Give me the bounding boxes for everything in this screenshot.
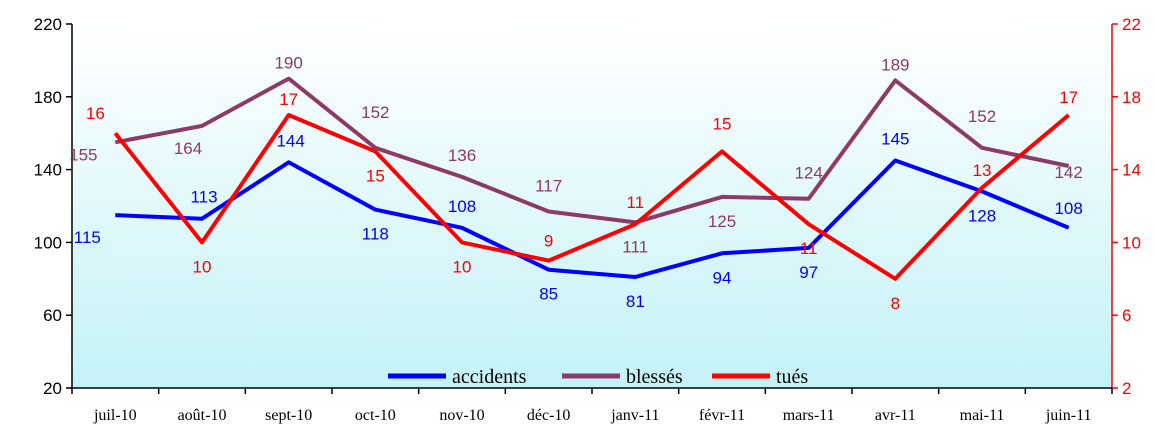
- data-label-blessés: 136: [448, 146, 476, 165]
- data-label-tués: 17: [1059, 88, 1078, 107]
- data-label-blessés: 164: [174, 139, 202, 158]
- series-line-tués: [113, 113, 1070, 281]
- data-label-tués: 11: [800, 239, 818, 258]
- data-label-accidents: 94: [713, 268, 732, 287]
- left-tick-label: 180: [34, 88, 62, 107]
- left-tick-label: 60: [43, 306, 62, 325]
- data-label-blessés: 125: [708, 212, 736, 231]
- data-label-accidents: 115: [74, 228, 101, 247]
- legend-label-tués: tués: [776, 366, 808, 388]
- data-label-blessés: 152: [968, 107, 996, 126]
- right-tick-label: 14: [1122, 161, 1141, 180]
- left-tick-label: 220: [34, 15, 62, 34]
- left-tick-label: 100: [34, 233, 62, 252]
- data-label-accidents: 118: [362, 225, 389, 244]
- data-label-blessés: 155: [69, 145, 97, 164]
- data-label-tués: 16: [86, 104, 105, 123]
- plot-area: [72, 24, 1112, 388]
- x-tick-label: févr-11: [699, 407, 745, 424]
- axes: 20 60 100 140 180 220 2 6 10 14 18 22 juil-10 août-10…: [34, 15, 1141, 424]
- x-tick-label: juil-10: [93, 407, 137, 424]
- data-label-tués: 15: [366, 166, 385, 185]
- x-tick-label: août-10: [178, 407, 227, 424]
- right-tick-label: 18: [1122, 88, 1141, 107]
- data-label-tués: 15: [713, 114, 732, 133]
- x-tick-label: mai-11: [960, 407, 1005, 424]
- x-tick-label: mars-11: [783, 407, 835, 424]
- data-label-accidents: 81: [626, 292, 645, 311]
- data-label-tués: 11: [627, 193, 645, 212]
- data-label-blessés: 152: [361, 103, 389, 122]
- data-label-tués: 10: [453, 257, 472, 276]
- data-label-blessés: 124: [794, 164, 822, 183]
- data-label-blessés: 142: [1054, 163, 1082, 182]
- data-label-tués: 17: [279, 90, 298, 109]
- data-label-accidents: 108: [448, 197, 476, 216]
- right-tick-label: 2: [1122, 379, 1131, 398]
- data-label-accidents: 97: [799, 263, 818, 282]
- series-lines: [113, 76, 1070, 281]
- left-tick-label: 140: [34, 161, 62, 180]
- legend-label-blessés: blessés: [626, 366, 683, 388]
- x-tick-label: nov-10: [439, 407, 484, 424]
- data-label-accidents: 128: [968, 206, 996, 225]
- data-label-tués: 13: [973, 161, 992, 180]
- x-tick-label: sept-10: [265, 407, 312, 424]
- data-label-accidents: 85: [539, 285, 558, 304]
- x-tick-label: juin-11: [1045, 407, 1092, 424]
- legend: accidents blessés tués: [388, 366, 808, 388]
- data-label-blessés: 189: [881, 55, 909, 74]
- x-tick-label: oct-10: [355, 407, 396, 424]
- x-tick-label: déc-10: [527, 407, 571, 424]
- data-label-accidents: 145: [881, 130, 909, 149]
- data-label-accidents: 144: [276, 131, 304, 150]
- data-label-accidents: 108: [1054, 199, 1082, 218]
- data-label-accidents: 113: [190, 188, 217, 207]
- data-label-tués: 9: [544, 232, 553, 251]
- right-tick-label: 10: [1122, 233, 1141, 252]
- series-line-accidents: [115, 158, 1070, 279]
- data-label-tués: 8: [891, 294, 900, 313]
- data-label-tués: 10: [193, 257, 212, 276]
- x-tick-label: avr-11: [875, 407, 916, 424]
- x-tick-label: janv-11: [610, 407, 659, 424]
- legend-label-accidents: accidents: [452, 366, 527, 388]
- left-tick-label: 20: [43, 379, 62, 398]
- data-label-blessés: 111: [622, 237, 648, 256]
- data-label-blessés: 190: [274, 54, 302, 73]
- right-tick-label: 22: [1122, 15, 1141, 34]
- data-label-blessés: 117: [535, 176, 562, 195]
- right-tick-label: 6: [1122, 306, 1131, 325]
- series-line-blessés: [114, 76, 1070, 225]
